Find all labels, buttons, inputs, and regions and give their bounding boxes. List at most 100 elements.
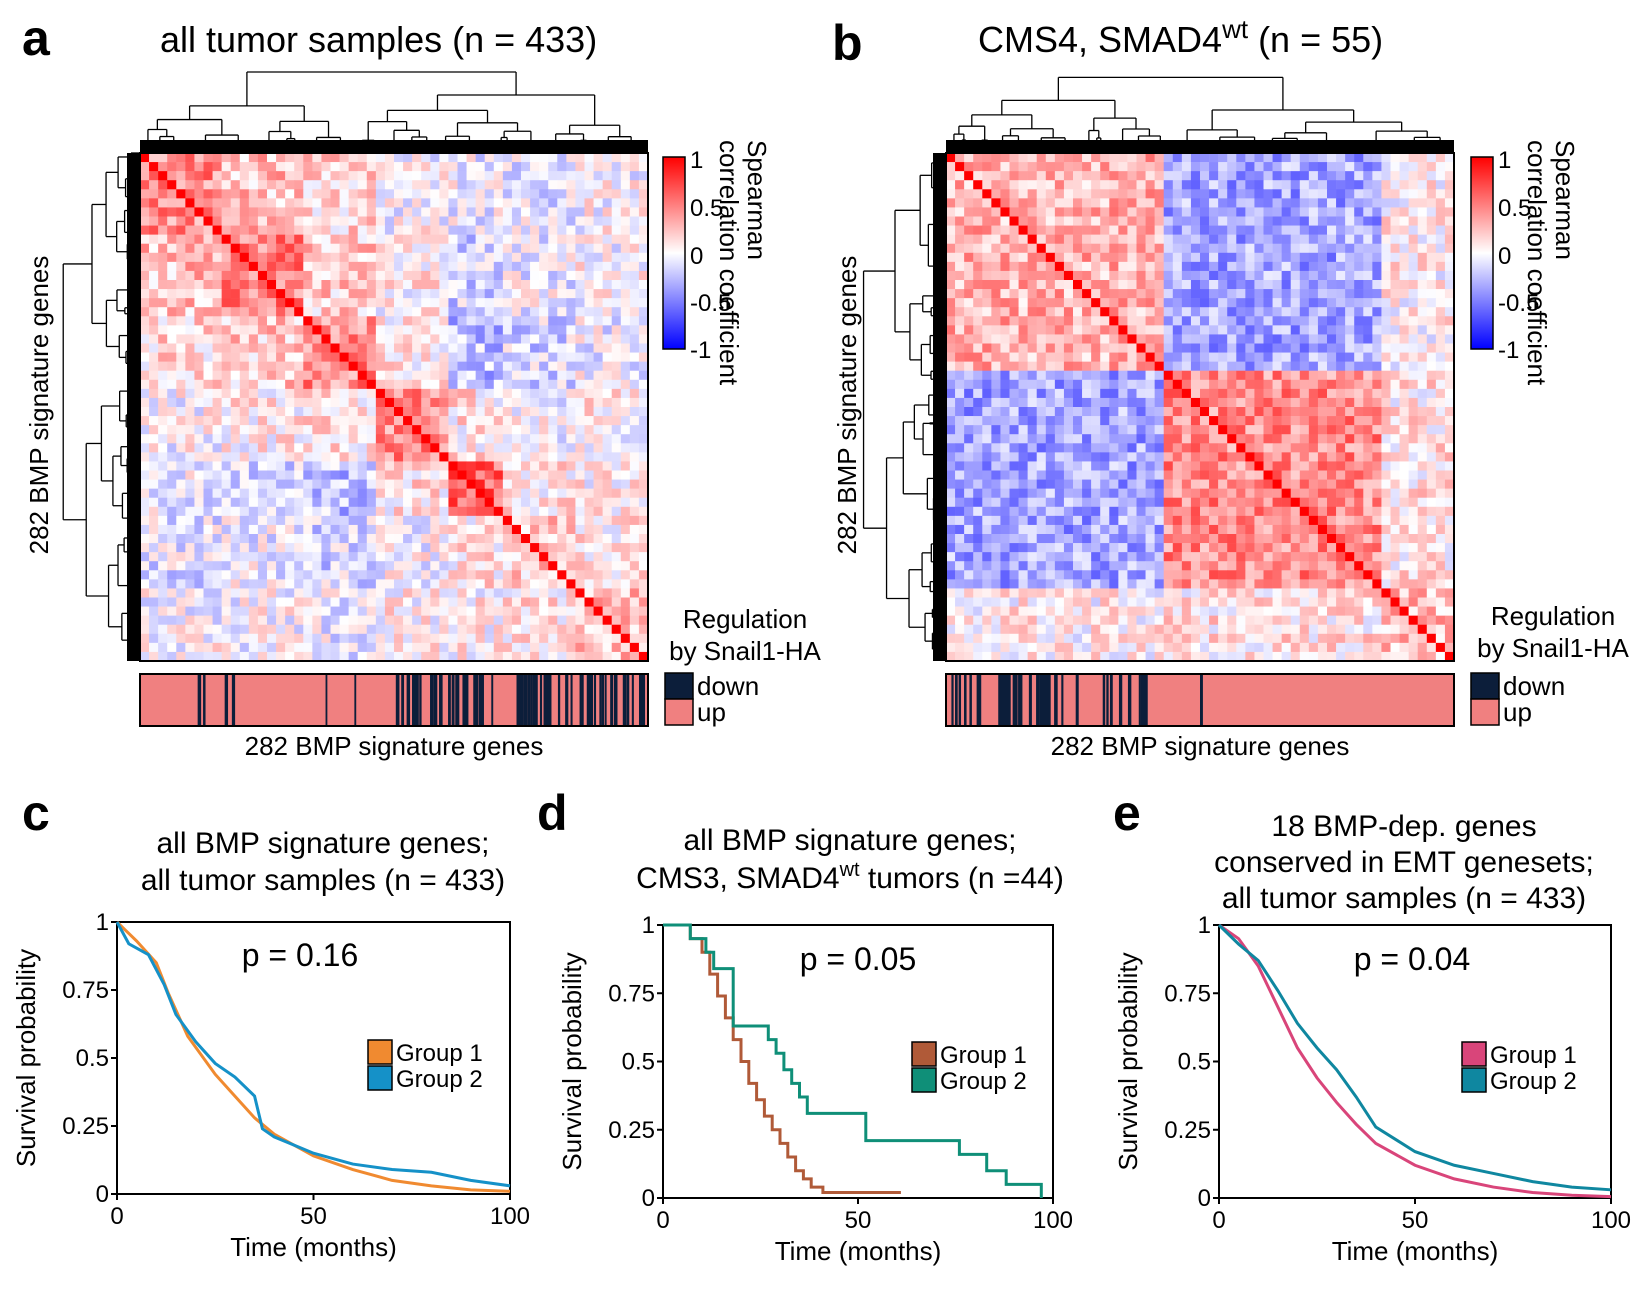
heatmap-cell bbox=[294, 633, 304, 644]
heatmap-cell bbox=[149, 216, 159, 226]
heatmap-cell bbox=[248, 252, 259, 263]
heatmap-cell bbox=[1036, 198, 1047, 208]
heatmap-cell bbox=[1281, 198, 1292, 208]
heatmap-cell bbox=[511, 207, 522, 217]
heatmap-cell bbox=[575, 488, 585, 499]
heatmap-cell bbox=[548, 343, 558, 353]
heatmap-cell bbox=[430, 651, 440, 662]
heatmap-cell bbox=[530, 561, 540, 571]
heatmap-cell bbox=[203, 570, 213, 580]
heatmap-cell bbox=[185, 642, 195, 653]
heatmap-cell bbox=[158, 162, 168, 172]
heatmap-cell bbox=[140, 461, 150, 471]
heatmap-cell bbox=[1381, 162, 1391, 172]
heatmap-cell bbox=[257, 561, 268, 571]
heatmap-cell bbox=[566, 261, 576, 272]
heatmap-cell bbox=[203, 615, 213, 626]
heatmap-cell bbox=[403, 153, 413, 163]
heatmap-cell bbox=[484, 425, 495, 435]
heatmap-cell bbox=[239, 570, 250, 580]
heatmap-cell bbox=[539, 153, 549, 163]
heatmap-cell bbox=[194, 407, 204, 417]
heatmap-cell bbox=[421, 316, 431, 326]
heatmap-cell bbox=[1109, 162, 1119, 172]
heatmap-cell bbox=[602, 443, 613, 453]
heatmap-cell bbox=[1299, 189, 1310, 199]
heatmap-cell bbox=[611, 343, 622, 353]
heatmap-cell bbox=[294, 361, 304, 372]
heatmap-cell bbox=[312, 316, 322, 326]
heatmap-cell bbox=[212, 561, 222, 571]
heatmap-cell bbox=[593, 280, 603, 290]
heatmap-cell bbox=[430, 289, 440, 299]
heatmap-cell bbox=[348, 289, 359, 299]
regulation-down-mark bbox=[203, 674, 206, 726]
heatmap-cell bbox=[602, 543, 613, 553]
heatmap-cell bbox=[176, 534, 186, 544]
heatmap-cell bbox=[203, 243, 213, 254]
heatmap-cell bbox=[321, 470, 331, 480]
heatmap-cell bbox=[384, 416, 395, 426]
heatmap-cell bbox=[176, 270, 186, 281]
heatmap-cell bbox=[430, 379, 440, 390]
heatmap-cell bbox=[638, 379, 649, 390]
heatmap-cell bbox=[566, 216, 576, 226]
heatmap-cell bbox=[566, 443, 576, 453]
heatmap-cell bbox=[203, 370, 213, 381]
heatmap-cell bbox=[339, 651, 349, 662]
heatmap-cell bbox=[257, 171, 268, 181]
heatmap-cell bbox=[1009, 171, 1019, 181]
heatmap-cell bbox=[285, 597, 295, 607]
heatmap-cell bbox=[167, 225, 177, 235]
heatmap-cell bbox=[212, 243, 222, 254]
heatmap-cell bbox=[566, 488, 576, 499]
heatmap-cell bbox=[511, 234, 522, 245]
heatmap-cell bbox=[593, 298, 603, 308]
heatmap-cell bbox=[557, 642, 567, 653]
heatmap-cell bbox=[194, 642, 204, 653]
heatmap-cell bbox=[439, 280, 449, 290]
heatmap-cell bbox=[530, 552, 540, 562]
heatmap-cell bbox=[357, 407, 368, 417]
heatmap-cell bbox=[584, 642, 594, 653]
heatmap-cell bbox=[239, 289, 250, 299]
heatmap-cell bbox=[421, 352, 431, 362]
heatmap-cell bbox=[394, 162, 404, 172]
heatmap-cell bbox=[448, 334, 458, 344]
heatmap-cell bbox=[946, 207, 956, 217]
heatmap-cell bbox=[312, 343, 322, 353]
heatmap-cell bbox=[620, 434, 631, 444]
heatmap-cell bbox=[239, 506, 250, 517]
heatmap-cell bbox=[629, 416, 640, 426]
regulation-down-mark bbox=[354, 674, 357, 726]
heatmap-cell bbox=[493, 561, 504, 571]
heatmap-cell bbox=[176, 252, 186, 263]
heatmap-cell bbox=[620, 243, 631, 254]
heatmap-cell bbox=[294, 651, 304, 662]
heatmap-cell bbox=[312, 561, 322, 571]
heatmap-cell bbox=[412, 352, 422, 362]
heatmap-cell bbox=[221, 234, 232, 245]
heatmap-cell bbox=[1390, 162, 1400, 172]
heatmap-cell bbox=[221, 452, 232, 462]
heatmap-cell bbox=[248, 298, 259, 308]
heatmap-cell bbox=[230, 615, 241, 626]
heatmap-cell bbox=[239, 524, 250, 535]
heatmap-cell bbox=[548, 379, 558, 390]
heatmap-cell bbox=[221, 280, 232, 290]
heatmap-cell bbox=[638, 171, 649, 181]
heatmap-cell bbox=[539, 461, 549, 471]
heatmap-cell bbox=[1327, 180, 1337, 190]
heatmap-cell bbox=[384, 443, 395, 453]
heatmap-cell bbox=[194, 561, 204, 571]
heatmap-cell bbox=[548, 307, 558, 317]
heatmap-cell bbox=[394, 388, 404, 399]
heatmap-cell bbox=[375, 434, 386, 444]
heatmap-cell bbox=[366, 370, 377, 381]
heatmap-cell bbox=[294, 298, 304, 308]
heatmap-cell bbox=[521, 162, 531, 172]
heatmap-cell bbox=[357, 479, 368, 489]
heatmap-cell bbox=[276, 561, 286, 571]
heatmap-cell bbox=[339, 352, 349, 362]
heatmap-cell bbox=[303, 488, 313, 499]
